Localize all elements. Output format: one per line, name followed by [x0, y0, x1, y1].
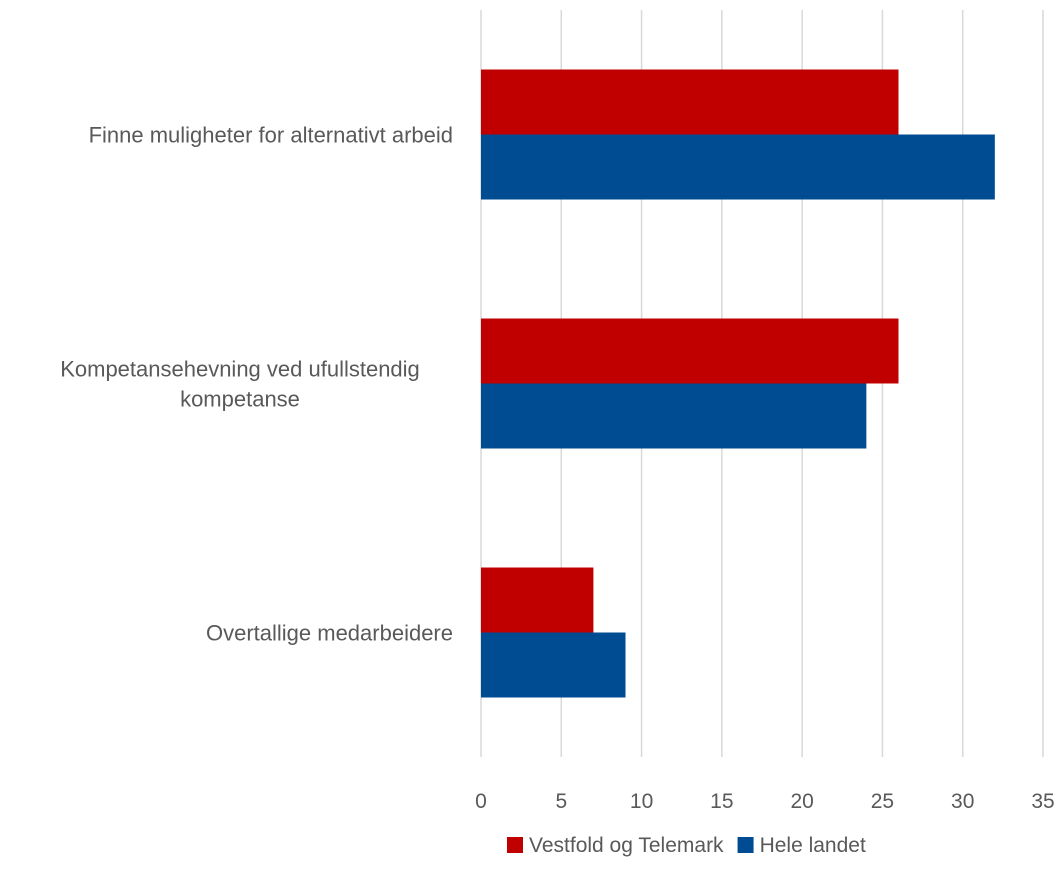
x-tick-label-35: 35 — [1031, 790, 1054, 813]
x-axis-tick-labels: 0 5 10 15 20 25 30 35 — [475, 790, 1055, 813]
category-label-line: Finne muligheter for alternativt arbeid — [89, 123, 453, 148]
x-tick-label-20: 20 — [790, 790, 813, 813]
category-label-1: Kompetansehevning ved ufullstendig kompet… — [60, 357, 420, 412]
bar-vestfold-og-telemark-0 — [481, 69, 899, 135]
legend: Vestfold og Telemark Hele landet — [507, 834, 866, 857]
category-label-2: Overtallige medarbeidere — [206, 621, 453, 646]
bar-vestfold-og-telemark-1 — [481, 318, 899, 384]
x-tick-label-10: 10 — [630, 790, 653, 813]
category-label-line: Overtallige medarbeidere — [206, 621, 453, 646]
bars — [481, 69, 995, 698]
category-label-line: kompetanse — [180, 387, 300, 412]
legend-label-1: Hele landet — [760, 834, 866, 857]
x-tick-label-15: 15 — [710, 790, 733, 813]
category-label-line: Kompetansehevning ved ufullstendig — [60, 357, 420, 382]
x-tick-label-5: 5 — [555, 790, 567, 813]
category-label-0: Finne muligheter for alternativt arbeid — [89, 123, 453, 148]
x-tick-label-0: 0 — [475, 790, 487, 813]
bar-hele-landet-1 — [481, 383, 867, 449]
x-tick-label-30: 30 — [951, 790, 974, 813]
bar-hele-landet-2 — [481, 632, 626, 698]
legend-swatch-0 — [507, 837, 523, 853]
legend-label-0: Vestfold og Telemark — [529, 834, 724, 857]
category-labels: Finne muligheter for alternativt arbeid K… — [60, 123, 453, 646]
bar-vestfold-og-telemark-2 — [481, 567, 594, 633]
bar-hele-landet-0 — [481, 134, 995, 200]
legend-swatch-1 — [737, 837, 754, 853]
x-tick-label-25: 25 — [871, 790, 894, 813]
